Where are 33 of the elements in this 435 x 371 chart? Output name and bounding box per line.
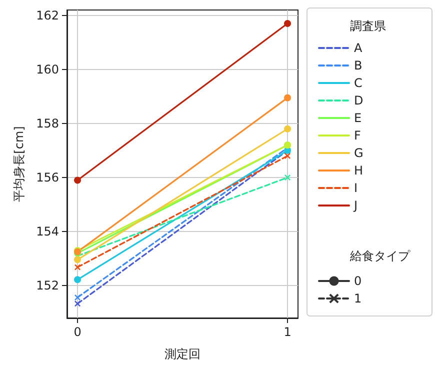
y-tick-label: 162	[36, 8, 59, 22]
legend-title: 調査県	[350, 19, 386, 33]
legend-label: F	[354, 128, 361, 142]
text: 給食タイプ	[349, 249, 411, 263]
point	[74, 276, 81, 284]
point	[284, 152, 290, 159]
y-tick-label: 152	[36, 278, 59, 293]
legend-label: J	[353, 198, 358, 212]
point	[74, 264, 80, 270]
y-axis-title: 平均身長[cm]	[12, 126, 26, 202]
point	[284, 174, 290, 181]
legend-label: H	[354, 164, 364, 178]
point	[284, 20, 291, 28]
y-tick-label: 154	[36, 224, 59, 239]
legend-label: E	[354, 111, 362, 125]
legend-label: D	[354, 94, 364, 108]
legend-label: G	[354, 146, 364, 160]
point	[74, 300, 80, 307]
point	[74, 176, 81, 184]
legend-label: 1	[354, 292, 362, 306]
point	[74, 256, 81, 264]
legend-label: C	[354, 76, 362, 90]
y-tick-label: 160	[36, 62, 59, 76]
point	[74, 294, 80, 300]
x-axis-title: 測定回	[164, 347, 200, 361]
y-tick-label: 156	[36, 170, 59, 185]
y-tick-label: 158	[36, 116, 59, 130]
legend-label: 0	[354, 274, 362, 288]
legend-label: B	[354, 58, 362, 72]
legend-label: A	[354, 41, 363, 55]
legend-label: I	[354, 181, 358, 195]
point	[284, 125, 291, 132]
point	[284, 94, 291, 102]
